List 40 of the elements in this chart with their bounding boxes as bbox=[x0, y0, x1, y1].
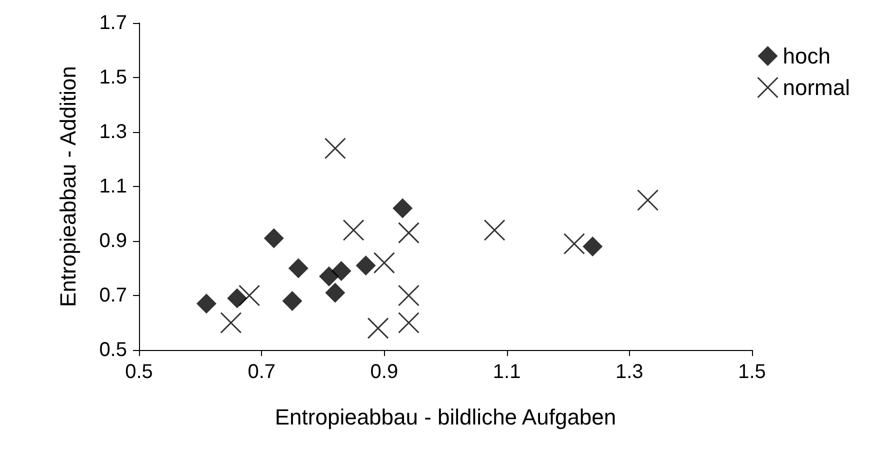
point bbox=[324, 138, 346, 160]
point bbox=[282, 290, 302, 311]
point bbox=[264, 228, 284, 248]
point bbox=[373, 252, 395, 274]
point bbox=[484, 219, 506, 241]
legend-label: normal bbox=[782, 75, 850, 100]
point bbox=[325, 282, 346, 303]
point bbox=[196, 294, 216, 314]
point bbox=[637, 189, 659, 211]
y-tick-label: 1.3 bbox=[99, 121, 127, 143]
point bbox=[398, 284, 420, 306]
point bbox=[342, 219, 364, 241]
y-tick-label: 1.5 bbox=[99, 66, 127, 88]
y-tick-label: 1.7 bbox=[99, 12, 127, 34]
y-tick-label: 0.5 bbox=[99, 339, 127, 361]
y-tick-label: 0.7 bbox=[99, 284, 127, 306]
x-axis-title: Entropieabbau - bildliche Aufgaben bbox=[274, 404, 616, 430]
x-tick-label: 1.3 bbox=[615, 361, 644, 383]
x-tick-label: 0.9 bbox=[370, 361, 398, 383]
point bbox=[398, 222, 420, 244]
y-tick-label: 0.9 bbox=[99, 230, 127, 252]
x-tick-label: 0.5 bbox=[125, 361, 153, 383]
x-tick-label: 1.1 bbox=[492, 361, 521, 383]
y-axis-title: Entropieabbau - Addition bbox=[56, 66, 80, 307]
point bbox=[563, 232, 585, 254]
point bbox=[398, 312, 420, 334]
point bbox=[238, 284, 260, 306]
point bbox=[392, 198, 413, 218]
point bbox=[367, 317, 389, 339]
point bbox=[220, 312, 242, 334]
point bbox=[331, 260, 352, 281]
point bbox=[319, 266, 340, 286]
point bbox=[288, 258, 308, 278]
point bbox=[582, 236, 603, 256]
y-tick-label: 1.1 bbox=[99, 176, 127, 198]
x-tick-label: 0.7 bbox=[248, 361, 276, 383]
point bbox=[356, 256, 376, 276]
legend-label: hoch bbox=[782, 44, 830, 68]
x-tick-label: 1.5 bbox=[738, 361, 766, 383]
point bbox=[227, 288, 248, 308]
